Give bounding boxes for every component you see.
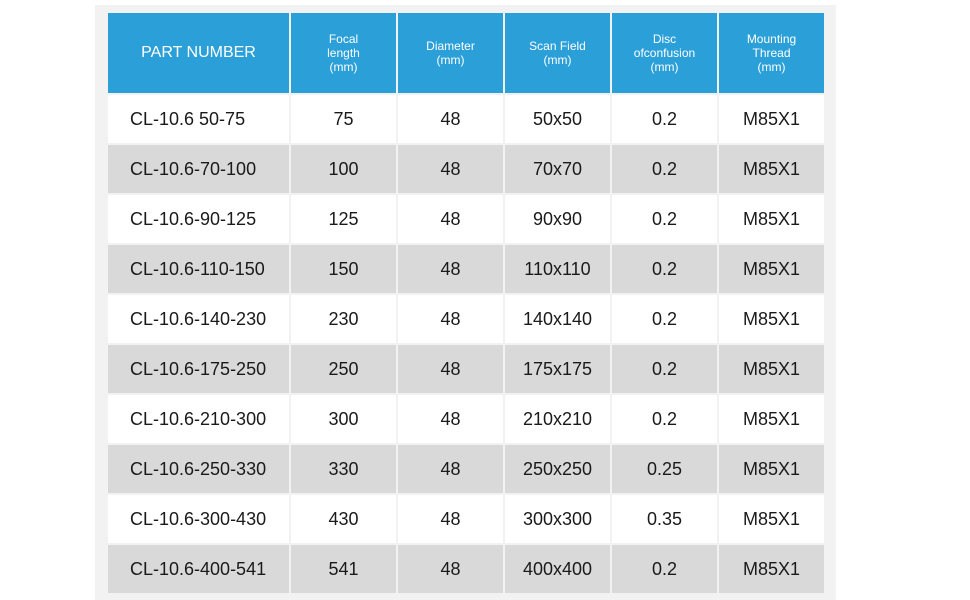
table-row: CL-10.6 50-75 75 48 50x50 0.2 M85X1 xyxy=(108,95,824,143)
part-number-cell: CL-10.6-140-230 xyxy=(108,295,289,343)
disc-of-confusion-cell: 0.2 xyxy=(612,345,717,393)
header-scan-field: Scan Field (mm) xyxy=(505,13,610,93)
diameter-cell: 48 xyxy=(398,495,503,543)
header-disc-of-confusion: Disc ofconfusion (mm) xyxy=(612,13,717,93)
part-number-cell: CL-10.6-110-150 xyxy=(108,245,289,293)
table-row: CL-10.6-400-541 541 48 400x400 0.2 M85X1 xyxy=(108,545,824,593)
focal-length-cell: 541 xyxy=(291,545,396,593)
header-part-number: PART NUMBER xyxy=(108,13,289,93)
focal-length-cell: 430 xyxy=(291,495,396,543)
diameter-cell: 48 xyxy=(398,545,503,593)
table-row: CL-10.6-210-300 300 48 210x210 0.2 M85X1 xyxy=(108,395,824,443)
mounting-thread-cell: M85X1 xyxy=(719,445,824,493)
part-number-cell: CL-10.6-400-541 xyxy=(108,545,289,593)
focal-length-cell: 230 xyxy=(291,295,396,343)
table-row: CL-10.6-70-100 100 48 70x70 0.2 M85X1 xyxy=(108,145,824,193)
table-row: CL-10.6-110-150 150 48 110x110 0.2 M85X1 xyxy=(108,245,824,293)
disc-of-confusion-cell: 0.2 xyxy=(612,195,717,243)
part-number-cell: CL-10.6 50-75 xyxy=(108,95,289,143)
focal-length-cell: 330 xyxy=(291,445,396,493)
spec-table: PART NUMBER Focal length (mm) Diameter (… xyxy=(106,11,826,595)
disc-of-confusion-cell: 0.2 xyxy=(612,145,717,193)
diameter-cell: 48 xyxy=(398,445,503,493)
disc-of-confusion-cell: 0.2 xyxy=(612,395,717,443)
diameter-cell: 48 xyxy=(398,145,503,193)
mounting-thread-cell: M85X1 xyxy=(719,545,824,593)
disc-of-confusion-cell: 0.2 xyxy=(612,295,717,343)
disc-of-confusion-cell: 0.2 xyxy=(612,545,717,593)
mounting-thread-cell: M85X1 xyxy=(719,395,824,443)
table-body: CL-10.6 50-75 75 48 50x50 0.2 M85X1 CL-10.6-70… xyxy=(108,95,824,593)
disc-of-confusion-cell: 0.2 xyxy=(612,95,717,143)
mounting-thread-cell: M85X1 xyxy=(719,195,824,243)
diameter-cell: 48 xyxy=(398,295,503,343)
part-number-cell: CL-10.6-175-250 xyxy=(108,345,289,393)
disc-of-confusion-cell: 0.2 xyxy=(612,245,717,293)
diameter-cell: 48 xyxy=(398,245,503,293)
scan-field-cell: 70x70 xyxy=(505,145,610,193)
focal-length-cell: 75 xyxy=(291,95,396,143)
header-row: PART NUMBER Focal length (mm) Diameter (… xyxy=(108,13,824,93)
focal-length-cell: 125 xyxy=(291,195,396,243)
focal-length-cell: 100 xyxy=(291,145,396,193)
focal-length-cell: 150 xyxy=(291,245,396,293)
scan-field-cell: 50x50 xyxy=(505,95,610,143)
part-number-cell: CL-10.6-250-330 xyxy=(108,445,289,493)
diameter-cell: 48 xyxy=(398,345,503,393)
table-row: CL-10.6-90-125 125 48 90x90 0.2 M85X1 xyxy=(108,195,824,243)
disc-of-confusion-cell: 0.35 xyxy=(612,495,717,543)
part-number-cell: CL-10.6-210-300 xyxy=(108,395,289,443)
scan-field-cell: 250x250 xyxy=(505,445,610,493)
header-diameter: Diameter (mm) xyxy=(398,13,503,93)
table-row: CL-10.6-175-250 250 48 175x175 0.2 M85X1 xyxy=(108,345,824,393)
table-row: CL-10.6-250-330 330 48 250x250 0.25 M85X1 xyxy=(108,445,824,493)
mounting-thread-cell: M85X1 xyxy=(719,295,824,343)
diameter-cell: 48 xyxy=(398,395,503,443)
mounting-thread-cell: M85X1 xyxy=(719,95,824,143)
table-row: CL-10.6-140-230 230 48 140x140 0.2 M85X1 xyxy=(108,295,824,343)
mounting-thread-cell: M85X1 xyxy=(719,495,824,543)
part-number-cell: CL-10.6-90-125 xyxy=(108,195,289,243)
scan-field-cell: 90x90 xyxy=(505,195,610,243)
diameter-cell: 48 xyxy=(398,95,503,143)
focal-length-cell: 300 xyxy=(291,395,396,443)
diameter-cell: 48 xyxy=(398,195,503,243)
scan-field-cell: 300x300 xyxy=(505,495,610,543)
table-row: CL-10.6-300-430 430 48 300x300 0.35 M85X1 xyxy=(108,495,824,543)
disc-of-confusion-cell: 0.25 xyxy=(612,445,717,493)
scan-field-cell: 175x175 xyxy=(505,345,610,393)
mounting-thread-cell: M85X1 xyxy=(719,145,824,193)
header-focal-length: Focal length (mm) xyxy=(291,13,396,93)
mounting-thread-cell: M85X1 xyxy=(719,245,824,293)
scan-field-cell: 400x400 xyxy=(505,545,610,593)
scan-field-cell: 110x110 xyxy=(505,245,610,293)
scan-field-cell: 210x210 xyxy=(505,395,610,443)
header-mounting-thread: Mounting Thread (mm) xyxy=(719,13,824,93)
focal-length-cell: 250 xyxy=(291,345,396,393)
part-number-cell: CL-10.6-70-100 xyxy=(108,145,289,193)
scan-field-cell: 140x140 xyxy=(505,295,610,343)
part-number-cell: CL-10.6-300-430 xyxy=(108,495,289,543)
mounting-thread-cell: M85X1 xyxy=(719,345,824,393)
